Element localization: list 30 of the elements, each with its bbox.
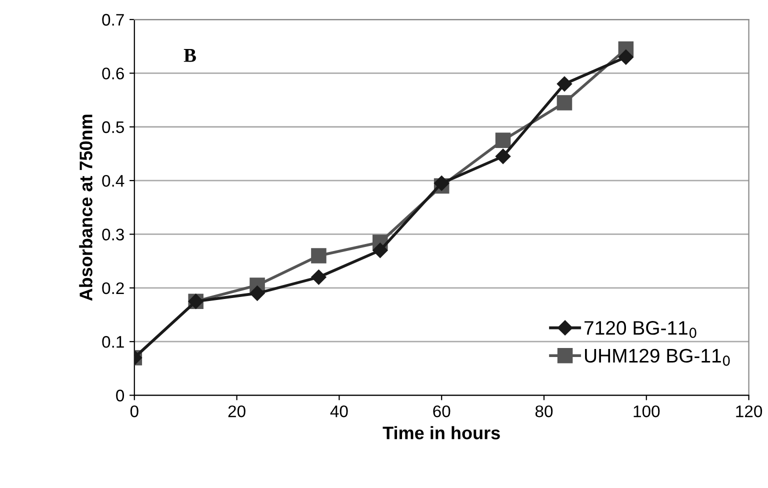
- point: [434, 176, 450, 191]
- point: [250, 286, 265, 301]
- point: [618, 50, 634, 65]
- y-tick-label: 0: [116, 390, 124, 402]
- point: [495, 148, 511, 164]
- legend-label: UHM129 BG-11$_{0}$: [585, 348, 730, 366]
- point: [311, 270, 326, 285]
- annotation: B: [184, 49, 196, 62]
- x-tick-label: 100: [634, 405, 660, 418]
- point: [372, 242, 388, 258]
- x-tick-label: 60: [433, 405, 450, 418]
- point: [311, 248, 326, 264]
- x-tick-label: 80: [535, 405, 553, 418]
- y-tick-label: 0.5: [102, 121, 124, 134]
- y-tick-label: 0.3: [102, 228, 124, 240]
- x-tick-label: 40: [330, 405, 348, 418]
- y-tick-label: 0.7: [102, 14, 124, 26]
- x-tick-label: 120: [736, 405, 762, 418]
- x-tick-label: 20: [228, 405, 246, 418]
- y-axis-title: Absorbance at 750nm: [79, 114, 92, 301]
- y-tick-label: 0.1: [102, 336, 124, 348]
- point: [556, 95, 572, 110]
- x-axis-title: Time in hours: [382, 426, 500, 440]
- legend-label: 7120 BG-11$_{0}$: [584, 321, 696, 338]
- y-tick-label: 0.6: [102, 68, 124, 80]
- point: [495, 132, 511, 148]
- point: [556, 76, 572, 92]
- x-tick-label: 0: [130, 405, 138, 418]
- y-tick-label: 0.2: [102, 282, 124, 294]
- y-tick-label: 0.4: [102, 174, 124, 187]
